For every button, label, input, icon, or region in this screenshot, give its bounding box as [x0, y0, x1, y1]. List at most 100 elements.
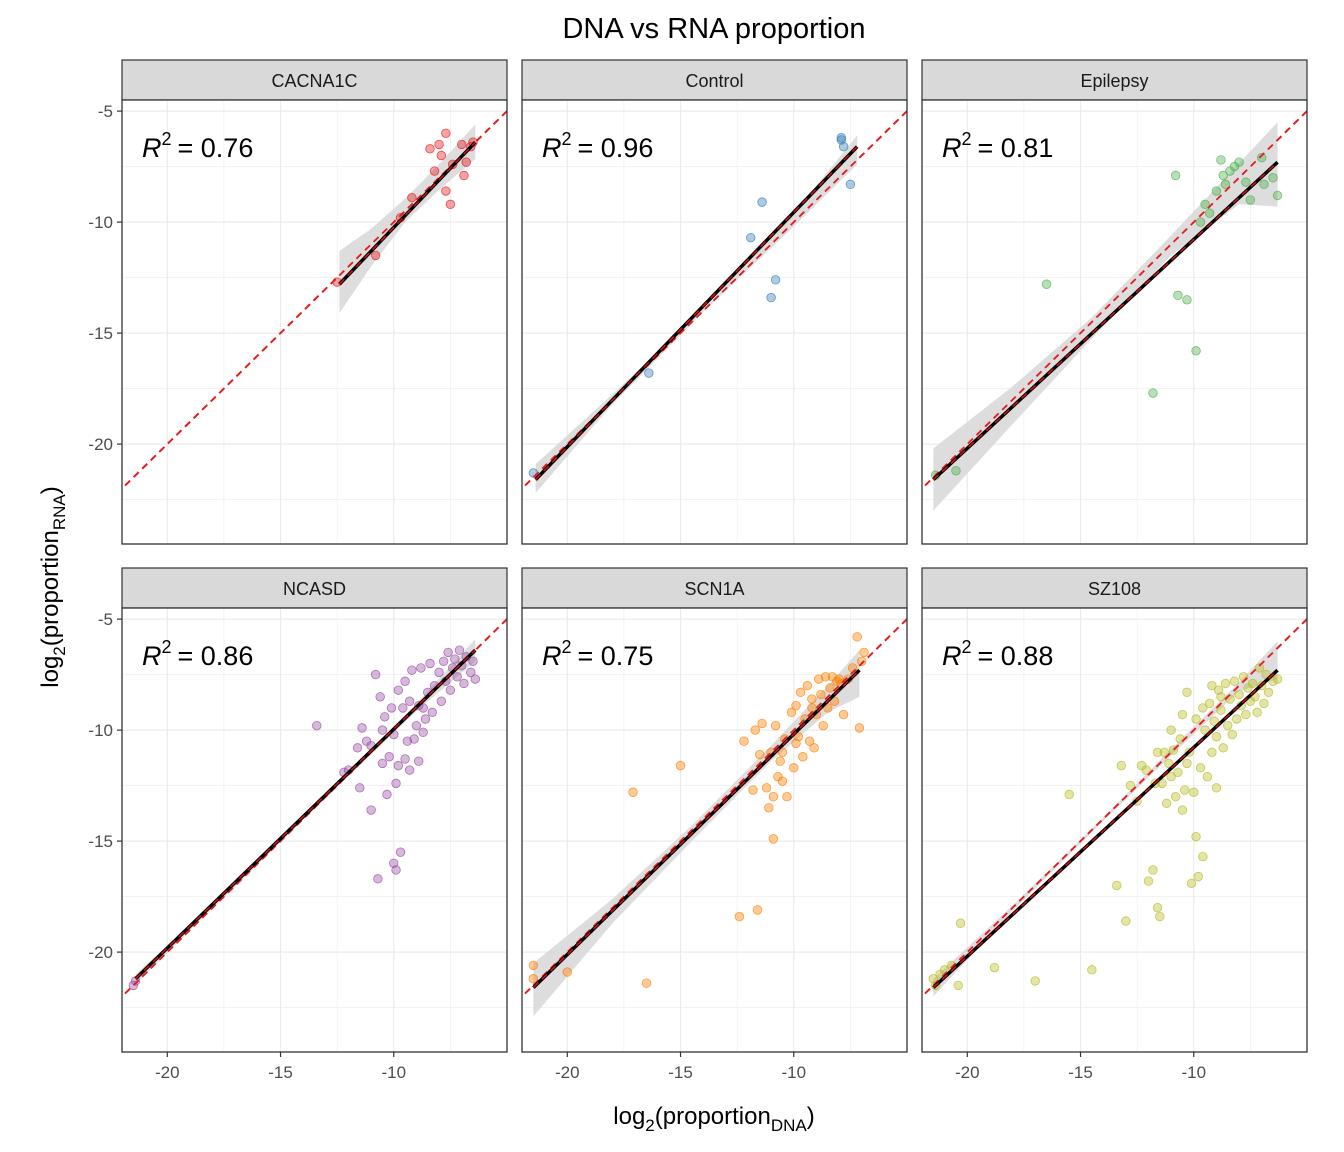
data-point: [1234, 689, 1244, 700]
data-point: [528, 960, 539, 971]
x-tick-label: -15: [268, 1063, 293, 1082]
data-point: [1173, 767, 1183, 777]
data-point: [404, 696, 415, 706]
data-point: [777, 776, 788, 786]
data-point: [641, 978, 652, 988]
y-tick-label: -20: [88, 435, 113, 454]
data-point: [766, 292, 776, 303]
data-point: [466, 667, 476, 678]
data-point: [1216, 155, 1226, 165]
data-point: [407, 665, 417, 675]
data-point: [1218, 743, 1228, 753]
identity-line-on-fit: [932, 161, 1279, 481]
r-squared-label: R2 = 0.88: [942, 637, 1053, 671]
data-point: [1195, 763, 1206, 773]
data-point: [1223, 720, 1233, 731]
data-point: [761, 783, 772, 793]
r2-value: = 0.76: [178, 133, 254, 163]
data-point: [770, 275, 781, 285]
identity-line-on-fit: [932, 669, 1279, 989]
data-point: [380, 712, 390, 722]
chart-title: DNA vs RNA proportion: [562, 13, 865, 45]
facet-panel-ncasd: NCASD R2 = 0.86 -5 -10 -15 -20 -20 -15 -10: [88, 567, 508, 1082]
plot-area: [122, 617, 507, 998]
r-squared-label: R2 = 0.75: [542, 637, 653, 671]
data-point: [768, 792, 779, 802]
data-point: [427, 707, 437, 718]
data-point: [838, 141, 849, 152]
y-tick-label: -15: [88, 324, 113, 343]
facet-panel-scn1a: SCN1A R2 = 0.75 -20 -15 -10: [521, 567, 908, 1082]
data-point: [1234, 157, 1244, 167]
data-point: [764, 803, 774, 813]
data-point: [443, 647, 453, 658]
data-point: [628, 787, 638, 797]
data-point: [1041, 279, 1052, 289]
data-point: [734, 911, 745, 922]
data-point: [836, 133, 847, 143]
data-point: [1182, 687, 1192, 698]
data-point: [425, 658, 435, 669]
data-point: [791, 738, 801, 749]
data-point: [436, 150, 447, 161]
data-point: [1121, 916, 1131, 926]
data-point: [834, 674, 844, 684]
data-point: [777, 747, 788, 758]
data-point: [420, 714, 431, 724]
data-point: [413, 756, 424, 766]
y-tick-label: -20: [88, 943, 113, 962]
facet-strip: [521, 567, 908, 609]
data-point: [1125, 780, 1136, 791]
plot-area: [522, 617, 907, 1017]
data-point: [370, 250, 381, 261]
data-point: [1198, 703, 1208, 713]
r2-symbol: R: [542, 641, 562, 671]
data-point: [1157, 778, 1167, 789]
data-point: [1202, 772, 1213, 782]
data-point: [852, 632, 862, 642]
data-point: [789, 763, 799, 773]
plot-area: [122, 109, 507, 490]
data-point: [1252, 707, 1262, 718]
data-point: [951, 466, 961, 476]
data-point: [357, 723, 367, 733]
data-point: [752, 905, 763, 915]
plot-area: [922, 109, 1307, 511]
panel-grid: [522, 608, 907, 1052]
data-point: [1211, 186, 1222, 196]
panel-grid: [922, 608, 1307, 1052]
data-point: [407, 192, 417, 203]
data-point: [1175, 734, 1185, 744]
data-point: [370, 669, 381, 680]
data-point: [1227, 729, 1237, 740]
r2-superscript: 2: [162, 637, 172, 657]
data-point: [1155, 911, 1165, 922]
data-point: [791, 700, 801, 711]
data-point: [829, 696, 840, 706]
data-point: [398, 703, 408, 713]
data-point: [528, 468, 539, 478]
data-point: [847, 663, 858, 673]
data-point: [459, 170, 469, 181]
data-point: [1247, 678, 1258, 689]
data-point: [425, 144, 435, 154]
data-point: [434, 667, 444, 678]
facet-strip-label: Epilepsy: [1080, 71, 1148, 91]
data-point: [468, 656, 478, 666]
data-point: [1268, 172, 1278, 183]
data-point: [377, 725, 388, 735]
data-point: [1143, 876, 1154, 886]
facet-panel-epilepsy: Epilepsy R2 = 0.81: [921, 59, 1308, 545]
data-point: [418, 727, 428, 738]
data-point: [825, 683, 835, 693]
x-tick-label: -20: [555, 1063, 580, 1082]
data-point: [818, 720, 828, 731]
data-point: [373, 874, 383, 884]
data-point: [418, 703, 428, 713]
identity-line-on-fit: [535, 146, 858, 481]
data-point: [1272, 674, 1283, 684]
x-tick-label: -20: [155, 1063, 180, 1082]
data-point: [838, 709, 849, 720]
data-point: [1241, 709, 1251, 720]
